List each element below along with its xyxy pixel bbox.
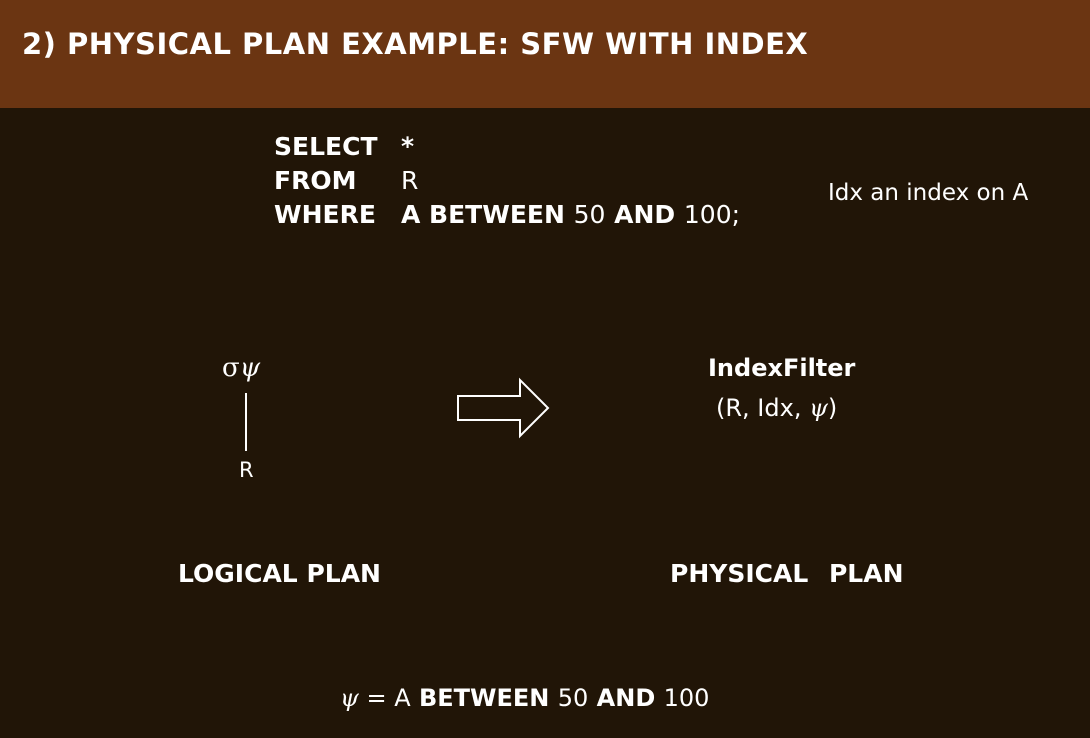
physical-plan-label: PHYSICAL PLAN (670, 559, 904, 588)
sql-from-value: R (401, 166, 419, 195)
sql-where-condition: A BETWEEN 50 AND 100; (401, 198, 740, 232)
args-suffix: ) (827, 394, 838, 422)
slide-title: 2) PHYSICAL PLAN EXAMPLE: SFW WITH INDEX (22, 27, 809, 61)
footnote-high: 100 (663, 684, 710, 712)
footnote-and: AND (588, 684, 664, 712)
sql-where-low: 50 (573, 200, 606, 229)
physical-operator-args: (R, Idx, ψ) (716, 394, 837, 422)
right-arrow-icon (456, 376, 552, 444)
sql-where-and: AND (614, 200, 676, 229)
sql-from-keyword: FROM (274, 166, 357, 195)
sql-where-keyword: WHERE (274, 200, 376, 229)
sql-select-value: * (401, 132, 415, 161)
index-note: Idx an index on A (828, 180, 1029, 206)
footnote-low: 50 (557, 684, 589, 712)
sql-query: SELECT * FROM R WHERE A BETWEEN 50 AND 1… (274, 130, 740, 232)
sql-where-high: 100; (683, 200, 741, 229)
selection-operator: σψ (222, 353, 260, 383)
args-prefix: (R, Idx, (716, 394, 810, 422)
predicate-definition: ψ = A BETWEEN 50 AND 100 (340, 684, 709, 712)
footnote-equals: = (358, 684, 395, 712)
footnote-psi: ψ (340, 684, 359, 712)
sql-where-row: WHERE A BETWEEN 50 AND 100; (274, 198, 740, 232)
sigma-symbol: σ (222, 353, 240, 383)
physical-operator: IndexFilter (708, 354, 856, 382)
sql-select-keyword: SELECT (274, 132, 378, 161)
sql-where-between: A BETWEEN (401, 200, 565, 229)
footnote-between: BETWEEN (410, 684, 558, 712)
sql-select-row: SELECT * (274, 130, 740, 164)
title-bar: 2) PHYSICAL PLAN EXAMPLE: SFW WITH INDEX (0, 0, 1090, 108)
psi-symbol: ψ (239, 353, 261, 383)
logical-plan-label: LOGICAL PLAN (178, 559, 381, 588)
footnote-attr: A (394, 684, 411, 712)
sql-from-row: FROM R (274, 164, 740, 198)
relation-leaf: R (239, 458, 254, 482)
args-psi: ψ (809, 394, 828, 422)
tree-edge (245, 393, 247, 451)
